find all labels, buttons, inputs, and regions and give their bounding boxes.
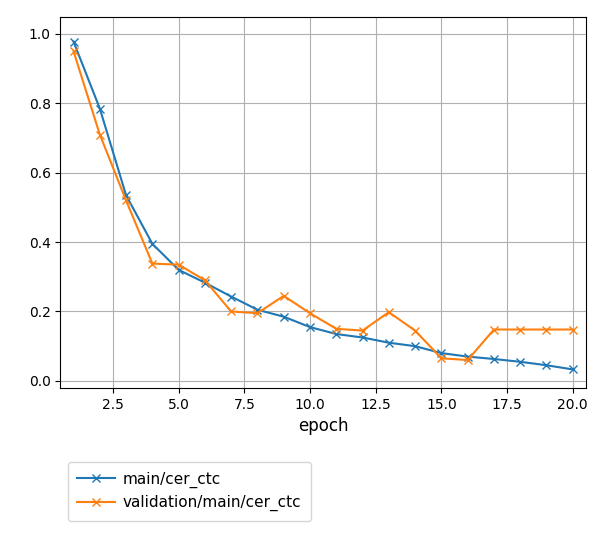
validation/main/cer_ctc bbox=[254, 310, 261, 316]
Line: main/cer_ctc: main/cer_ctc bbox=[69, 38, 577, 373]
validation/main/cer_ctc bbox=[201, 277, 208, 284]
main/cer_ctc bbox=[96, 105, 103, 112]
validation/main/cer_ctc bbox=[411, 327, 419, 334]
validation/main/cer_ctc bbox=[438, 355, 445, 362]
main/cer_ctc bbox=[280, 314, 288, 320]
validation/main/cer_ctc bbox=[543, 326, 550, 333]
validation/main/cer_ctc bbox=[569, 326, 576, 333]
main/cer_ctc bbox=[385, 340, 393, 346]
main/cer_ctc bbox=[201, 279, 208, 286]
validation/main/cer_ctc bbox=[333, 326, 340, 332]
validation/main/cer_ctc bbox=[175, 261, 182, 268]
main/cer_ctc bbox=[543, 362, 550, 368]
main/cer_ctc bbox=[149, 240, 156, 247]
validation/main/cer_ctc bbox=[228, 308, 235, 315]
validation/main/cer_ctc bbox=[516, 326, 524, 333]
validation/main/cer_ctc bbox=[70, 48, 77, 55]
main/cer_ctc bbox=[464, 353, 471, 360]
main/cer_ctc bbox=[306, 324, 313, 330]
X-axis label: epoch: epoch bbox=[298, 417, 349, 435]
main/cer_ctc bbox=[411, 343, 419, 350]
main/cer_ctc bbox=[438, 350, 445, 356]
validation/main/cer_ctc bbox=[96, 131, 103, 138]
validation/main/cer_ctc bbox=[490, 326, 498, 333]
main/cer_ctc bbox=[228, 293, 235, 300]
main/cer_ctc bbox=[490, 356, 498, 362]
validation/main/cer_ctc bbox=[149, 260, 156, 267]
main/cer_ctc bbox=[70, 38, 77, 45]
main/cer_ctc bbox=[516, 358, 524, 365]
validation/main/cer_ctc bbox=[385, 309, 393, 315]
validation/main/cer_ctc bbox=[280, 293, 288, 299]
validation/main/cer_ctc bbox=[464, 357, 471, 363]
validation/main/cer_ctc bbox=[306, 310, 313, 316]
validation/main/cer_ctc bbox=[123, 197, 130, 204]
Legend: main/cer_ctc, validation/main/cer_ctc: main/cer_ctc, validation/main/cer_ctc bbox=[68, 462, 311, 521]
main/cer_ctc bbox=[333, 331, 340, 337]
main/cer_ctc bbox=[175, 266, 182, 273]
main/cer_ctc bbox=[569, 366, 576, 373]
validation/main/cer_ctc bbox=[359, 327, 366, 334]
main/cer_ctc bbox=[254, 306, 261, 313]
main/cer_ctc bbox=[359, 334, 366, 341]
main/cer_ctc bbox=[123, 192, 130, 198]
Line: validation/main/cer_ctc: validation/main/cer_ctc bbox=[69, 47, 577, 364]
